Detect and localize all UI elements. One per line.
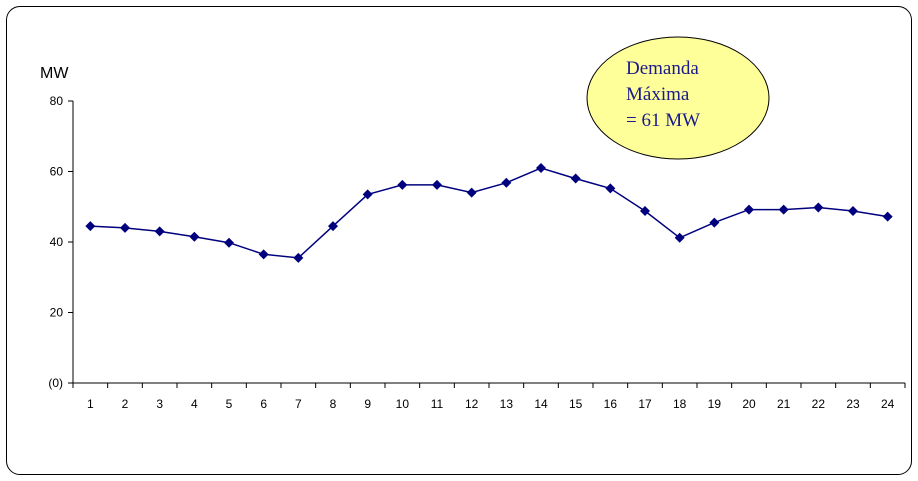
x-tick-label: 16 bbox=[604, 397, 618, 411]
x-tick-label: 18 bbox=[673, 397, 687, 411]
y-tick-label: 20 bbox=[50, 306, 64, 320]
x-tick-label: 12 bbox=[465, 397, 479, 411]
data-point bbox=[466, 187, 477, 198]
data-point bbox=[362, 189, 373, 200]
data-point bbox=[640, 205, 650, 216]
data-point bbox=[778, 204, 789, 215]
x-tick-label: 6 bbox=[260, 397, 267, 411]
data-point bbox=[120, 222, 130, 233]
data-point bbox=[432, 179, 442, 190]
data-point bbox=[709, 217, 720, 228]
x-tick-label: 8 bbox=[330, 397, 337, 411]
x-tick-label: 13 bbox=[500, 397, 514, 411]
x-tick-label: 19 bbox=[708, 397, 722, 411]
callout-line-2: Máxima bbox=[626, 84, 690, 105]
x-ticks: 1 2 3 4 5 6 7 8 9 10 11 12 13 14 15 16 17 18 19 20 21 22 23 24 bbox=[72, 383, 906, 411]
y-tick-label: 60 bbox=[50, 165, 64, 179]
data-point bbox=[189, 231, 200, 242]
data-point bbox=[397, 179, 408, 190]
y-tick-label: 40 bbox=[50, 235, 64, 249]
x-tick-label: 20 bbox=[742, 397, 756, 411]
data-point bbox=[501, 177, 512, 188]
x-tick-label: 11 bbox=[431, 397, 444, 411]
x-tick-label: 1 bbox=[87, 397, 94, 411]
x-tick-label: 3 bbox=[156, 397, 163, 411]
x-tick-label: 4 bbox=[191, 397, 198, 411]
axes bbox=[72, 101, 905, 384]
data-point bbox=[328, 221, 338, 232]
x-tick-label: 14 bbox=[534, 397, 548, 411]
data-point bbox=[224, 237, 234, 248]
callout-line-1: Demanda bbox=[626, 58, 699, 79]
data-point bbox=[813, 202, 824, 213]
series-demand bbox=[85, 162, 893, 263]
x-tick-label: 23 bbox=[846, 397, 860, 411]
x-tick-label: 9 bbox=[364, 397, 371, 411]
data-point bbox=[848, 205, 858, 216]
data-point bbox=[570, 173, 581, 184]
x-tick-label: 5 bbox=[226, 397, 233, 411]
x-tick-label: 7 bbox=[295, 397, 302, 411]
data-point bbox=[293, 252, 304, 263]
x-tick-label: 21 bbox=[777, 397, 791, 411]
data-point bbox=[882, 211, 893, 222]
x-tick-label: 2 bbox=[122, 397, 129, 411]
series-line bbox=[90, 167, 888, 259]
data-point bbox=[744, 204, 754, 215]
x-tick-label: 17 bbox=[638, 397, 652, 411]
y-axis-label: MW bbox=[40, 65, 69, 82]
data-point bbox=[258, 249, 269, 260]
data-point bbox=[605, 183, 616, 194]
x-tick-label: 22 bbox=[812, 397, 826, 411]
y-ticks: (0) 20 40 60 80 bbox=[48, 94, 73, 390]
callout-ellipse bbox=[586, 36, 770, 160]
data-point bbox=[154, 226, 165, 237]
x-tick-label: 10 bbox=[396, 397, 410, 411]
y-tick-label: 80 bbox=[50, 94, 64, 108]
data-point bbox=[674, 232, 685, 243]
x-tick-label: 15 bbox=[569, 397, 583, 411]
x-tick-label: 24 bbox=[881, 397, 895, 411]
max-demand-callout: Demanda Máxima = 61 MW bbox=[586, 36, 770, 160]
y-tick-label: (0) bbox=[48, 376, 63, 390]
data-point bbox=[536, 162, 546, 173]
callout-line-3: = 61 MW bbox=[626, 110, 700, 131]
data-point bbox=[85, 221, 96, 232]
